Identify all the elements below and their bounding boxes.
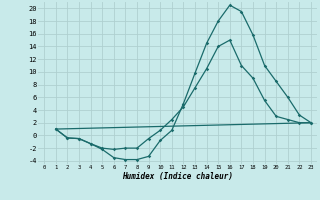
X-axis label: Humidex (Indice chaleur): Humidex (Indice chaleur) (122, 172, 233, 181)
